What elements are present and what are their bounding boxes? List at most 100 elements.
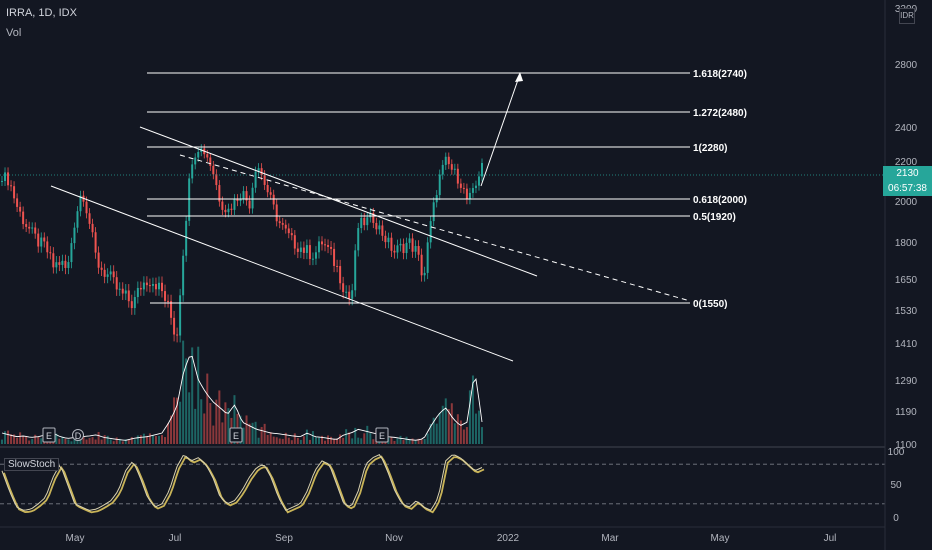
candle-body bbox=[378, 225, 381, 230]
volume-bar bbox=[251, 422, 254, 444]
volume-bar bbox=[73, 439, 76, 444]
candle-body bbox=[179, 295, 182, 336]
volume-bar bbox=[145, 435, 148, 444]
candle-body bbox=[269, 192, 272, 195]
candle-body bbox=[311, 258, 314, 260]
volume-bar bbox=[109, 439, 112, 444]
volume-bar bbox=[305, 429, 308, 444]
candle-body bbox=[13, 186, 16, 199]
price-tick-label: 2000 bbox=[895, 197, 918, 208]
volume-bar bbox=[257, 437, 260, 444]
candle-body bbox=[327, 245, 330, 247]
volume-bar bbox=[330, 436, 333, 444]
volume-bar bbox=[363, 433, 366, 444]
volume-bar bbox=[100, 439, 103, 444]
volume-bar bbox=[327, 435, 330, 444]
candle-body bbox=[173, 317, 176, 335]
grid bbox=[0, 463, 885, 505]
volume-bar bbox=[399, 435, 402, 444]
volume-bar bbox=[58, 438, 61, 444]
slowstoch-legend[interactable]: SlowStoch bbox=[4, 458, 60, 471]
time-tick-label: Jul bbox=[169, 533, 182, 544]
volume-bar bbox=[308, 439, 311, 444]
time-tick-label: Sep bbox=[275, 533, 293, 544]
candle-body bbox=[275, 204, 278, 222]
volume-bar bbox=[360, 438, 363, 444]
volume-bar bbox=[157, 435, 160, 444]
volume-bar bbox=[133, 439, 136, 444]
volume-bar bbox=[179, 401, 182, 444]
projection-line bbox=[480, 73, 521, 187]
volume-bar bbox=[127, 439, 130, 444]
candle-body bbox=[468, 192, 471, 200]
candle-body bbox=[248, 200, 251, 209]
candle-body bbox=[103, 269, 106, 277]
candle-body bbox=[64, 260, 67, 268]
candle-body bbox=[444, 156, 447, 165]
volume-bar bbox=[91, 437, 94, 444]
candle-body bbox=[462, 187, 465, 189]
volume-bar bbox=[206, 373, 209, 444]
candle-body bbox=[118, 288, 121, 290]
candle-body bbox=[185, 220, 188, 256]
candle-body bbox=[263, 175, 266, 185]
candle-body bbox=[194, 157, 197, 165]
candle-body bbox=[293, 235, 296, 249]
volume-bar bbox=[348, 432, 351, 444]
candle-body bbox=[142, 282, 145, 290]
volume-bar bbox=[61, 436, 64, 444]
candle-body bbox=[67, 262, 70, 268]
candle-body bbox=[251, 187, 254, 209]
volume-bar bbox=[142, 433, 145, 444]
candle-body bbox=[302, 247, 305, 253]
earnings-marker-label: E bbox=[46, 431, 52, 441]
candle-body bbox=[154, 284, 157, 290]
candle-body bbox=[369, 213, 372, 218]
candle-body bbox=[260, 168, 263, 176]
candle-body bbox=[230, 208, 233, 210]
price-tick-label: 2400 bbox=[895, 123, 918, 134]
time-tick-label: Nov bbox=[385, 533, 403, 544]
volume-bar bbox=[22, 435, 25, 444]
drawings[interactable] bbox=[50, 72, 691, 362]
volume-bar bbox=[121, 441, 124, 444]
fib-levels[interactable]: 1.618(2740) 1.272(2480) 1(2280) 0.618(2000)… bbox=[147, 69, 747, 310]
candle-body bbox=[393, 250, 396, 253]
candle-body bbox=[429, 221, 432, 243]
currency-badge[interactable]: IDR bbox=[899, 8, 915, 24]
volume-bar bbox=[37, 436, 40, 444]
candle-body bbox=[414, 246, 417, 252]
volume-bar bbox=[218, 390, 221, 444]
slowstoch-pane bbox=[1, 454, 485, 514]
volume-legend[interactable]: Vol bbox=[6, 27, 22, 39]
candle-body bbox=[79, 195, 82, 212]
symbol-header[interactable]: IRRA, 1D, IDX bbox=[6, 7, 77, 19]
candle-body bbox=[254, 171, 257, 188]
time-tick-label: May bbox=[66, 533, 85, 544]
candle-body bbox=[372, 213, 375, 223]
candle-body bbox=[197, 151, 200, 158]
candle-body bbox=[25, 224, 28, 227]
volume-bar bbox=[85, 439, 88, 444]
price-tick-label: 1100 bbox=[895, 440, 917, 451]
volume-bar bbox=[423, 439, 426, 444]
candle-body bbox=[321, 241, 323, 245]
earnings-marker bbox=[42, 427, 56, 443]
candle-body bbox=[188, 178, 191, 221]
candle-body bbox=[399, 243, 402, 246]
candle-body bbox=[245, 191, 248, 201]
candle-body bbox=[348, 291, 351, 299]
fib-level-label: 0(1550) bbox=[693, 299, 727, 310]
earnings-marker-label: E bbox=[379, 431, 385, 441]
volume-bar bbox=[55, 433, 58, 444]
candle-body bbox=[182, 255, 185, 296]
volume-bar bbox=[88, 438, 91, 444]
candle-body bbox=[272, 194, 275, 205]
candle-body bbox=[221, 201, 224, 210]
volume-bar bbox=[468, 390, 471, 444]
candle-body bbox=[191, 164, 194, 179]
candle-body bbox=[61, 260, 64, 265]
volume-bar bbox=[248, 423, 251, 444]
